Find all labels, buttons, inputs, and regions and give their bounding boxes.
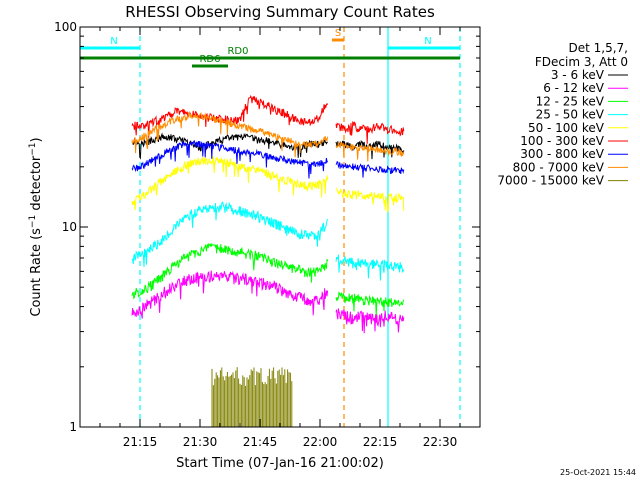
y-tick-label: 100 (54, 20, 77, 34)
series-trace (335, 254, 405, 281)
series-trace (335, 187, 405, 213)
series-trace (335, 140, 405, 162)
series-25-50-kev-group (131, 201, 405, 281)
series-trace (131, 242, 329, 300)
series-trace (335, 120, 405, 144)
annotation-label: RD6 (199, 54, 220, 65)
legend-header-line: Det 1,5,7, (569, 41, 629, 55)
x-axis-label: Start Time (07-Jan-16 21:00:02) (176, 456, 384, 471)
y-axis-label-superscript: −1 (28, 215, 38, 228)
legend-label: 3 - 6 keV (551, 68, 605, 82)
series-12-25-kev-group (131, 242, 405, 316)
x-tick-label: 22:15 (363, 435, 398, 449)
legend-label: 25 - 50 keV (536, 108, 605, 122)
annotation-label: N (424, 36, 431, 47)
annotation-label: N (110, 36, 117, 47)
x-tick-label: 21:30 (183, 435, 218, 449)
chart-title: RHESSI Observing Summary Count Rates (125, 3, 435, 21)
series-trace (131, 110, 329, 158)
y-axis-label-part: ) (29, 137, 44, 142)
y-axis-label-part: detector (29, 155, 44, 215)
series-6-12-kev-group (131, 270, 405, 334)
timestamp: 25-Oct-2021 15:44 (560, 468, 636, 477)
legend-label: 800 - 7000 keV (513, 160, 605, 174)
series-trace (131, 201, 329, 267)
x-tick-label: 22:30 (423, 435, 458, 449)
legend-label: 300 - 800 keV (520, 147, 604, 161)
legend-label: 100 - 300 keV (520, 134, 604, 148)
legend-header-line: FDecim 3, Att 0 (535, 55, 628, 69)
annotation-label: S (335, 28, 341, 39)
x-tick-label: 21:15 (123, 435, 158, 449)
y-tick-label: 10 (62, 220, 77, 234)
legend-label: 12 - 25 keV (536, 94, 605, 108)
series-trace (131, 270, 329, 319)
burst-group (211, 367, 293, 427)
series-trace (335, 291, 405, 316)
x-tick-label: 22:00 (303, 435, 338, 449)
y-axis-label-part: Count Rate (s (29, 228, 44, 317)
series-trace (131, 140, 329, 179)
legend-label: 7000 - 15000 keV (497, 174, 604, 188)
series-50-100-kev-group (131, 156, 405, 213)
series-trace (335, 160, 405, 178)
series-trace (335, 308, 405, 334)
y-axis-label-superscript: −1 (28, 142, 38, 155)
annotation-label: RD0 (227, 46, 248, 57)
series-800-7000-kev-group (131, 110, 405, 162)
series-trace (335, 139, 405, 160)
y-tick-label: 1 (69, 420, 77, 434)
series-trace (131, 156, 329, 211)
legend-label: 50 - 100 keV (528, 121, 605, 135)
y-axis-label: Count Rate (s−1 detector−1) (28, 137, 44, 316)
legend-label: 6 - 12 keV (543, 81, 605, 95)
series-300-800-kev-group (131, 140, 405, 179)
x-tick-label: 21:45 (243, 435, 278, 449)
